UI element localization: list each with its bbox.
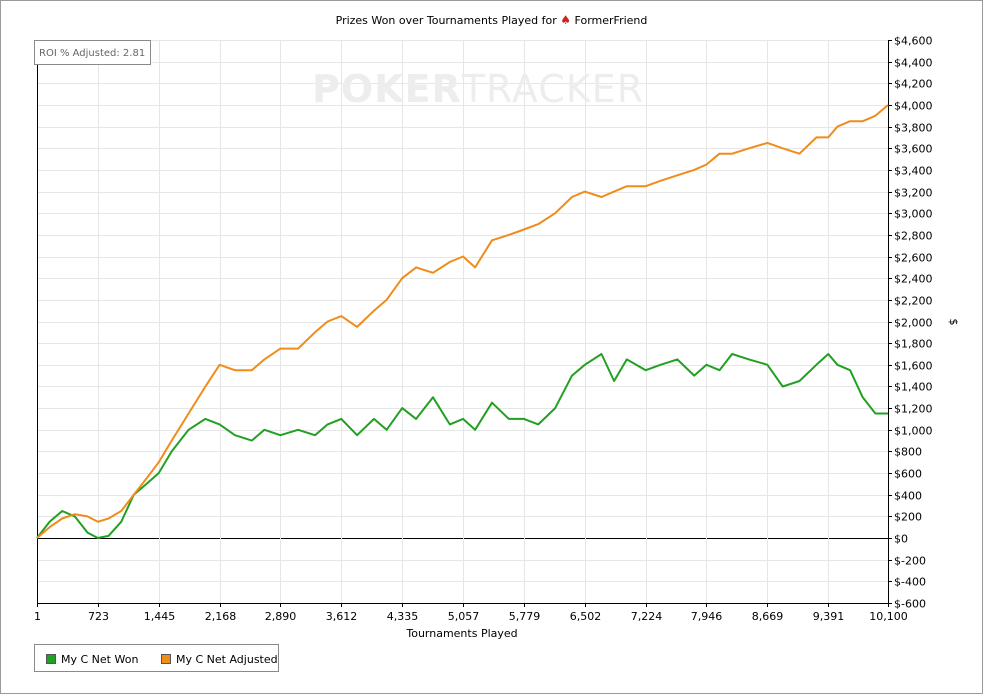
legend-swatch-net-adjusted bbox=[161, 654, 171, 664]
x-tick-label: 5,057 bbox=[448, 610, 480, 623]
x-tick-label: 1 bbox=[34, 610, 41, 623]
x-tick-label: 4,335 bbox=[387, 610, 419, 623]
y-tick-label: $800 bbox=[894, 446, 922, 459]
x-tick-label: 2,168 bbox=[205, 610, 237, 623]
x-tick-label: 2,890 bbox=[265, 610, 297, 623]
y-tick-label: $1,800 bbox=[894, 338, 933, 351]
y-tick-label: $600 bbox=[894, 468, 922, 481]
y-tick-label: $-600 bbox=[894, 598, 926, 611]
y-tick-label: $4,200 bbox=[894, 78, 933, 91]
chart-title-text: Prizes Won over Tournaments Played for bbox=[335, 14, 557, 27]
y-axis-label: $ bbox=[947, 319, 960, 326]
series-line-net-adjusted bbox=[36, 104, 889, 539]
y-tick-label: $4,600 bbox=[894, 35, 933, 48]
x-tick-label: 7,946 bbox=[691, 610, 723, 623]
series-line-net-won bbox=[36, 353, 888, 539]
y-tick-label: $0 bbox=[894, 533, 908, 546]
x-axis-label: Tournaments Played bbox=[405, 627, 517, 640]
y-tick-label: $1,600 bbox=[894, 360, 933, 373]
legend-item-net-won[interactable]: My C Net Won bbox=[46, 653, 138, 666]
y-tick-label: $1,000 bbox=[894, 425, 933, 438]
watermark-logo: POKERTRACKER bbox=[312, 67, 645, 111]
y-tick-label: $3,000 bbox=[894, 208, 933, 221]
y-tick-label: $4,000 bbox=[894, 100, 933, 113]
legend: My C Net Won My C Net Adjusted bbox=[34, 644, 279, 672]
y-tick-label: $-200 bbox=[894, 555, 926, 568]
series-lines bbox=[36, 104, 889, 539]
legend-item-net-adjusted[interactable]: My C Net Adjusted bbox=[161, 653, 278, 666]
y-tick-label: $-400 bbox=[894, 576, 926, 589]
grid bbox=[37, 40, 889, 604]
spade-icon: ♠ bbox=[560, 13, 572, 27]
y-tick-label: $2,000 bbox=[894, 317, 933, 330]
x-tick-label: 6,502 bbox=[570, 610, 602, 623]
y-tick-label: $3,400 bbox=[894, 165, 933, 178]
legend-swatch-net-won bbox=[46, 654, 56, 664]
x-tick-label: 5,779 bbox=[509, 610, 541, 623]
x-tick-label: 8,669 bbox=[752, 610, 784, 623]
y-tick-label: $2,400 bbox=[894, 273, 933, 286]
x-tick-label: 7,224 bbox=[631, 610, 663, 623]
y-tick-label: $3,200 bbox=[894, 187, 933, 200]
y-tick-label: $3,800 bbox=[894, 122, 933, 135]
chart-title: Prizes Won over Tournaments Played for ♠… bbox=[0, 13, 983, 27]
axes: $4,600 $4,400 $4,200 $4,000 $3,800 $3,600 $3,4… bbox=[34, 35, 933, 624]
y-tick-label: $2,600 bbox=[894, 252, 933, 265]
x-tick-label: 10,100 bbox=[869, 610, 908, 623]
y-tick-label: $1,200 bbox=[894, 403, 933, 416]
y-tick-label: $3,600 bbox=[894, 143, 933, 156]
player-name: FormerFriend bbox=[574, 14, 648, 27]
y-tick-label: $200 bbox=[894, 511, 922, 524]
x-tick-label: 3,612 bbox=[326, 610, 358, 623]
x-tick-label: 1,445 bbox=[144, 610, 176, 623]
legend-label-net-adjusted: My C Net Adjusted bbox=[176, 653, 278, 666]
x-tick-label: 9,391 bbox=[813, 610, 845, 623]
legend-label-net-won: My C Net Won bbox=[61, 653, 139, 666]
y-tick-label: $2,800 bbox=[894, 230, 933, 243]
y-tick-label: $1,400 bbox=[894, 381, 933, 394]
roi-box: ROI % Adjusted: 2.81 bbox=[34, 40, 151, 65]
y-tick-label: $4,400 bbox=[894, 57, 933, 70]
y-tick-label: $2,200 bbox=[894, 295, 933, 308]
y-tick-label: $400 bbox=[894, 490, 922, 503]
x-tick-label: 723 bbox=[88, 610, 109, 623]
